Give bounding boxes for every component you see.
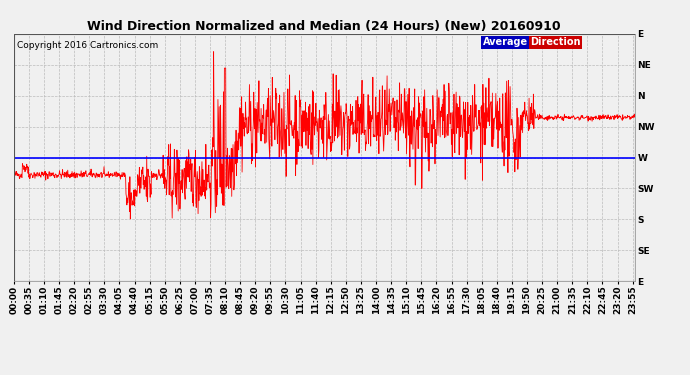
Text: Direction: Direction [531,38,581,48]
Text: Average: Average [483,38,528,48]
Text: Copyright 2016 Cartronics.com: Copyright 2016 Cartronics.com [17,41,158,50]
Title: Wind Direction Normalized and Median (24 Hours) (New) 20160910: Wind Direction Normalized and Median (24… [88,20,561,33]
